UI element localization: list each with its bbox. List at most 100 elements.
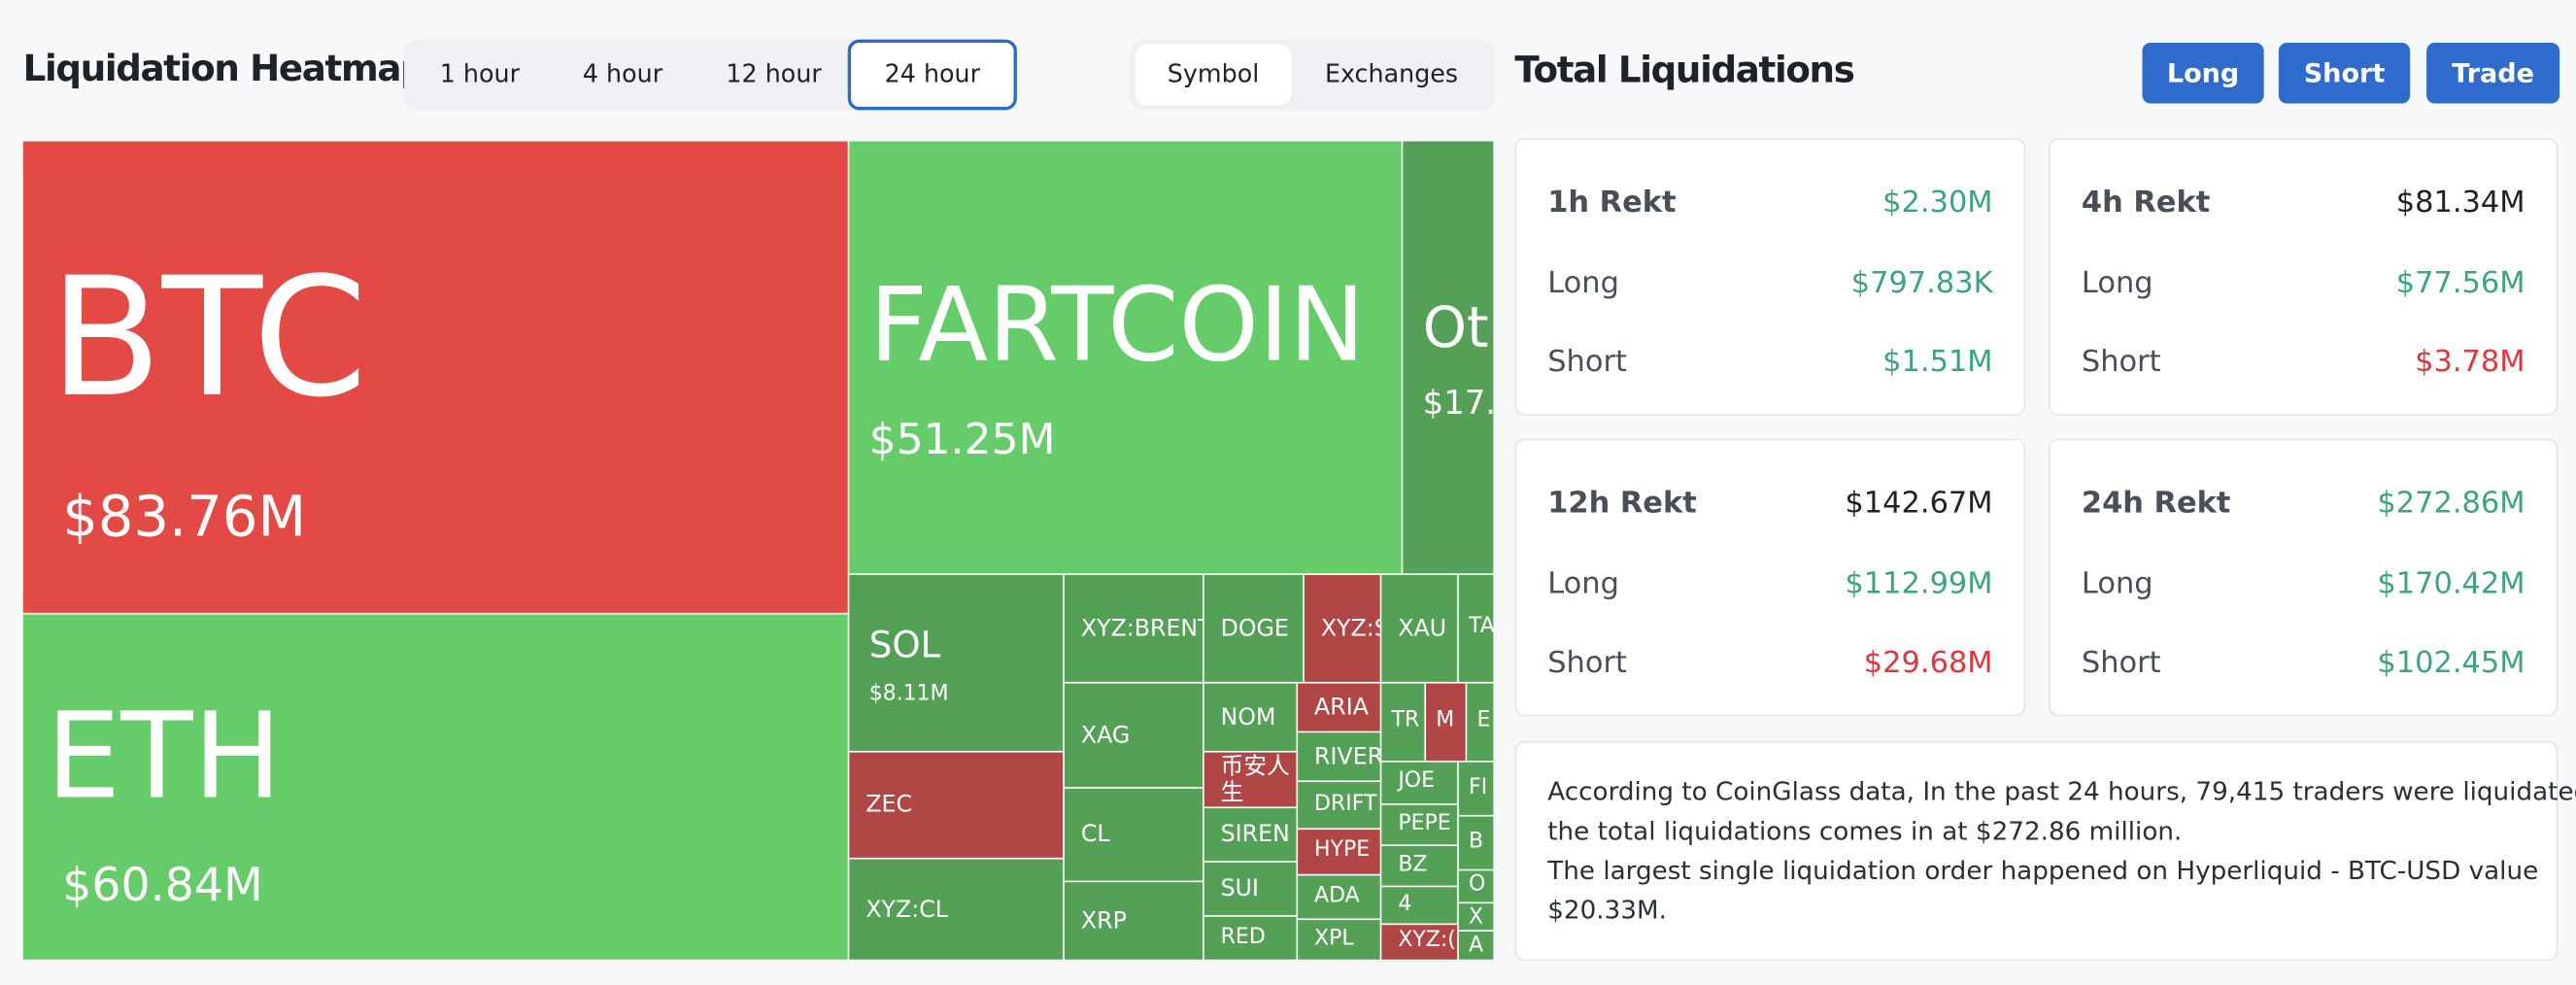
tile-label: XRP bbox=[1080, 907, 1127, 934]
tile-label: JOE bbox=[1398, 768, 1436, 795]
treemap-tile[interactable]: A bbox=[1458, 931, 1496, 962]
tile-label: A bbox=[1469, 933, 1484, 959]
treemap-tile[interactable]: SUI bbox=[1203, 862, 1299, 917]
treemap-tile[interactable]: BZ bbox=[1381, 846, 1459, 888]
tile-label: XYZ:CL bbox=[865, 896, 948, 923]
stat-label: 4h Rekt bbox=[2081, 186, 2211, 221]
stat-card: 24h Rekt $272.86M Long $170.42M Short $102.45… bbox=[2049, 438, 2559, 717]
treemap-tile[interactable]: ADA bbox=[1298, 875, 1382, 921]
tile-label: XYZ:S bbox=[1320, 615, 1380, 642]
tile-label: BTC bbox=[49, 241, 368, 434]
treemap-tile[interactable]: PEPE bbox=[1381, 804, 1459, 847]
treemap-tile[interactable]: HYPE bbox=[1298, 830, 1382, 876]
action-button[interactable]: Trade bbox=[2426, 42, 2560, 104]
time-tabs: 1 hour 4 hour 12 hour 24 hour bbox=[404, 39, 1017, 111]
stat-label: Short bbox=[2081, 345, 2161, 380]
treemap-tile[interactable]: SOL $8.11M bbox=[849, 574, 1065, 753]
treemap-tile[interactable]: ARIA bbox=[1298, 683, 1382, 733]
stat-label: 24h Rekt bbox=[2081, 486, 2231, 522]
summary-line: According to CoinGlass data, In the past… bbox=[1547, 776, 2576, 807]
tile-value: $51.25M bbox=[868, 415, 1056, 465]
stat-label: Long bbox=[1547, 265, 1619, 300]
time-tab[interactable]: 1 hour bbox=[439, 58, 521, 89]
action-button[interactable]: Short bbox=[2278, 42, 2411, 104]
summary-card: According to CoinGlass data, In the past… bbox=[1514, 740, 2576, 962]
tile-label: RIVER bbox=[1314, 743, 1382, 770]
treemap-tile[interactable]: XPL bbox=[1298, 920, 1382, 962]
treemap-tile[interactable]: RIVER bbox=[1298, 732, 1382, 783]
stat-card: 12h Rekt $142.67M Long $112.99M Short $29.68M bbox=[1514, 438, 2026, 717]
stat-label: Long bbox=[2081, 565, 2153, 601]
treemap-tile[interactable]: TR bbox=[1381, 683, 1427, 763]
stat-value: $170.42M bbox=[2377, 565, 2525, 601]
tile-label: ADA bbox=[1314, 883, 1360, 908]
stat-row: 4h Rekt $81.34M bbox=[2082, 184, 2525, 223]
treemap-tile[interactable]: SIREN bbox=[1203, 808, 1299, 863]
time-tab[interactable]: 4 hour bbox=[582, 58, 663, 89]
stat-label: Short bbox=[1547, 645, 1627, 681]
treemap-tile[interactable]: M bbox=[1426, 683, 1468, 763]
tile-label: XAU bbox=[1398, 615, 1447, 642]
treemap-tile[interactable]: DRIFT bbox=[1298, 782, 1382, 831]
summary-line: $20.33M. bbox=[1547, 895, 1667, 926]
tile-label: NOM bbox=[1220, 703, 1276, 730]
stat-label: 1h Rekt bbox=[1547, 186, 1677, 221]
tile-label: O bbox=[1469, 872, 1486, 898]
treemap-tile[interactable]: XRP bbox=[1064, 882, 1204, 962]
tile-value: $8.11M bbox=[868, 681, 949, 706]
stat-row: Long $112.99M bbox=[1547, 564, 1992, 604]
stat-value: $112.99M bbox=[1845, 565, 1993, 601]
treemap: BTC $83.76M ETH $60.84M FARTCOIN $51.25M Oth $1… bbox=[22, 141, 1496, 962]
treemap-tile[interactable]: FARTCOIN $51.25M bbox=[849, 141, 1404, 575]
treemap-tile[interactable]: DOGE bbox=[1203, 574, 1305, 684]
stat-row: Long $77.56M bbox=[2082, 263, 2525, 303]
treemap-tile[interactable]: XAU bbox=[1381, 574, 1459, 684]
treemap-tile[interactable]: B bbox=[1458, 816, 1496, 871]
treemap-tile[interactable]: XYZ:CL bbox=[849, 859, 1065, 962]
tile-label: ZEC bbox=[865, 792, 913, 819]
treemap-tile[interactable]: FI bbox=[1458, 762, 1496, 817]
treemap-tile[interactable]: E bbox=[1467, 683, 1496, 763]
treemap-tile[interactable]: XYZ:( bbox=[1381, 925, 1459, 962]
tile-label: CL bbox=[1080, 821, 1110, 848]
tile-value: $17. bbox=[1422, 383, 1496, 423]
stat-value: $797.83K bbox=[1850, 265, 1993, 300]
treemap-tile[interactable]: O bbox=[1458, 870, 1496, 904]
action-button[interactable]: Long bbox=[2142, 42, 2264, 104]
time-tab[interactable]: 12 hour bbox=[726, 58, 822, 89]
stat-label: Short bbox=[2081, 645, 2161, 681]
stat-value: $102.45M bbox=[2377, 645, 2525, 681]
tile-label: ARIA bbox=[1314, 694, 1369, 721]
treemap-tile[interactable]: ETH $60.84M bbox=[22, 614, 850, 962]
tile-label: ETH bbox=[46, 686, 283, 826]
treemap-tile[interactable]: BTC $83.76M bbox=[22, 141, 850, 615]
treemap-tile[interactable]: XYZ:S bbox=[1304, 574, 1382, 684]
treemap-tile[interactable]: 4 bbox=[1381, 887, 1459, 926]
stat-row: Long $797.83K bbox=[1547, 263, 1992, 303]
treemap-tile[interactable]: X bbox=[1458, 903, 1496, 932]
treemap-tile[interactable]: 币安人生 bbox=[1203, 752, 1299, 809]
tile-label: Oth bbox=[1422, 295, 1494, 362]
treemap-tile[interactable]: XYZ:BRENT bbox=[1064, 574, 1204, 684]
treemap-tile[interactable]: Oth $17. bbox=[1403, 141, 1496, 575]
stat-value: $2.30M bbox=[1882, 186, 1993, 221]
treemap-tile[interactable]: XAG bbox=[1064, 683, 1204, 789]
stat-value: $29.68M bbox=[1863, 645, 1993, 681]
treemap-tile[interactable]: ZEC bbox=[849, 752, 1065, 860]
treemap-tile[interactable]: JOE bbox=[1381, 762, 1459, 805]
stat-row: 24h Rekt $272.86M bbox=[2082, 485, 2525, 525]
stat-label: Long bbox=[1547, 565, 1619, 601]
stat-row: 1h Rekt $2.30M bbox=[1547, 184, 1992, 223]
tile-label: SIREN bbox=[1220, 821, 1290, 848]
treemap-tile[interactable]: NOM bbox=[1203, 683, 1299, 753]
treemap-tile[interactable]: TA bbox=[1458, 574, 1496, 684]
tile-label: XYZ:( bbox=[1398, 928, 1456, 954]
treemap-tile[interactable]: CL bbox=[1064, 788, 1204, 883]
treemap-tile[interactable]: RED bbox=[1203, 916, 1299, 962]
view-tab[interactable]: Symbol bbox=[1135, 44, 1292, 106]
stat-value: $272.86M bbox=[2377, 486, 2525, 522]
view-tab[interactable]: Exchanges bbox=[1324, 58, 1459, 89]
time-tab[interactable]: 24 hour bbox=[847, 39, 1017, 111]
tile-label: M bbox=[1436, 708, 1455, 733]
